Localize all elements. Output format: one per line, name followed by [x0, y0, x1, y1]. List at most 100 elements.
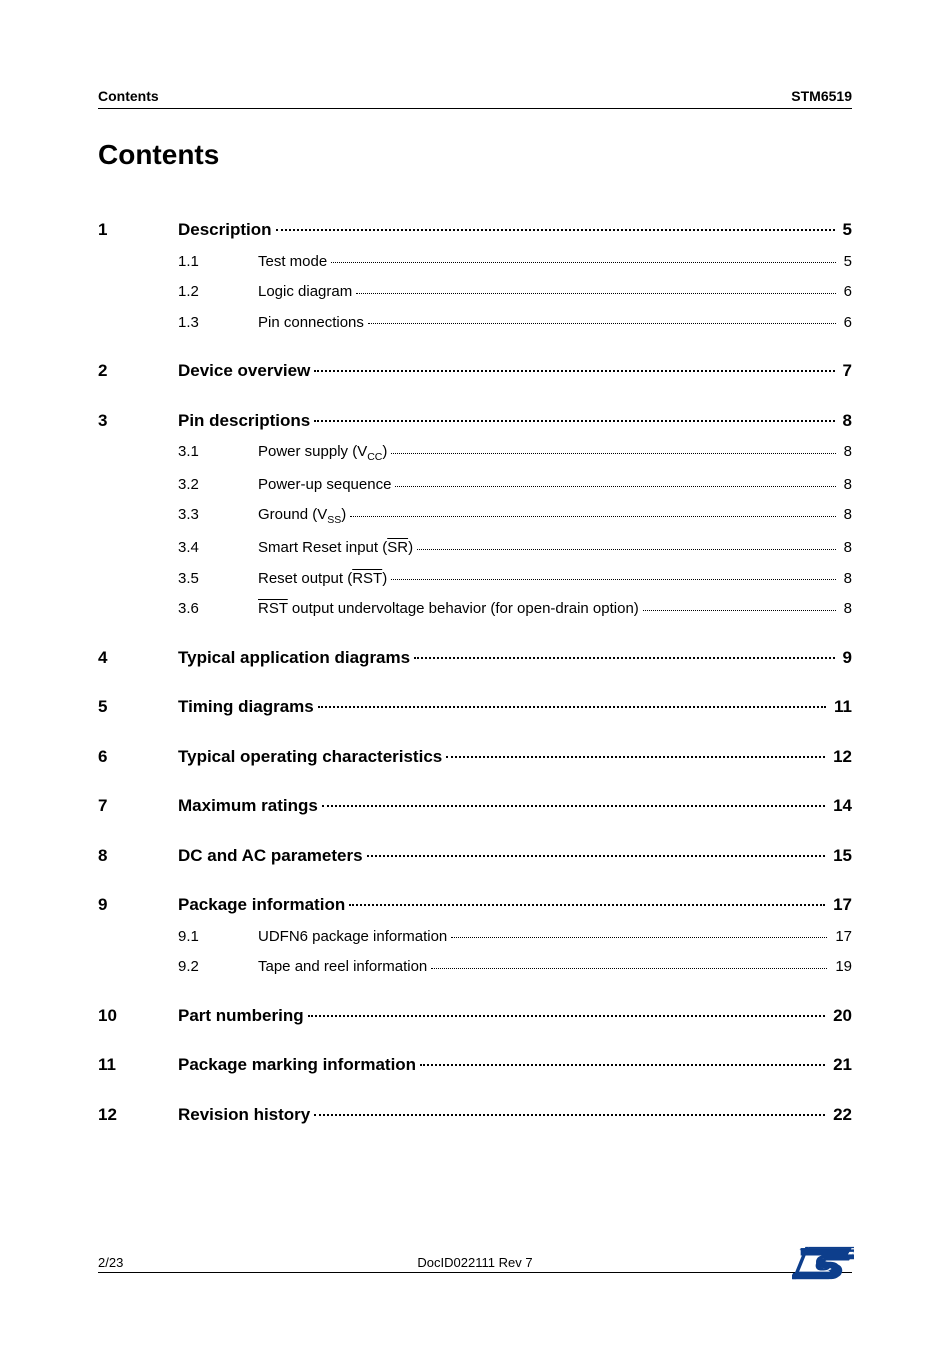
toc-sub-row[interactable]: 3.3Ground (VSS)8 [98, 504, 852, 529]
toc-leader-dots [308, 1003, 825, 1017]
toc-sub-page: 8 [840, 568, 852, 591]
toc-sub-label: Power-up sequence [258, 474, 391, 497]
toc-chapter-row[interactable]: 8DC and AC parameters15 [98, 843, 852, 869]
toc-section: 10Part numbering20 [98, 1003, 852, 1029]
toc-sub-label: Logic diagram [258, 281, 352, 304]
toc-section: 2Device overview7 [98, 358, 852, 384]
toc-leader-dots [367, 843, 826, 857]
footer-page-indicator: 2/23 [98, 1255, 198, 1270]
toc-chapter-label: Maximum ratings [178, 793, 318, 819]
toc-leader-dots [446, 744, 825, 758]
toc-chapter-page: 22 [829, 1102, 852, 1128]
toc-chapter-row[interactable]: 10Part numbering20 [98, 1003, 852, 1029]
toc-sub-row[interactable]: 3.6RST output undervoltage behavior (for… [98, 598, 852, 621]
toc-chapter-page: 15 [829, 843, 852, 869]
toc-leader-dots [314, 1102, 825, 1116]
toc-chapter-row[interactable]: 7Maximum ratings14 [98, 793, 852, 819]
toc-chapter-label: Pin descriptions [178, 408, 310, 434]
toc-chapter-page: 14 [829, 793, 852, 819]
toc-chapter-label: Part numbering [178, 1003, 304, 1029]
toc-chapter-number: 1 [98, 217, 178, 243]
toc-chapter-row[interactable]: 5Timing diagrams11 [98, 694, 852, 720]
toc-sub-row[interactable]: 1.3Pin connections6 [98, 312, 852, 335]
toc-sub-label: Reset output (RST) [258, 568, 387, 591]
header-right: STM6519 [791, 88, 852, 104]
toc-chapter-row[interactable]: 11Package marking information21 [98, 1052, 852, 1078]
toc-chapter-number: 11 [98, 1052, 178, 1078]
st-logo: S S [792, 1243, 854, 1283]
toc-sub-number: 1.2 [178, 281, 258, 304]
toc-leader-dots [322, 793, 825, 807]
toc-leader-dots [451, 926, 827, 939]
toc-chapter-label: Timing diagrams [178, 694, 314, 720]
toc-chapter-number: 10 [98, 1003, 178, 1029]
toc-sub-row[interactable]: 3.1Power supply (VCC)8 [98, 441, 852, 466]
toc-chapter-label: Device overview [178, 358, 310, 384]
toc-chapter-row[interactable]: 3Pin descriptions 8 [98, 408, 852, 434]
toc-chapter-number: 6 [98, 744, 178, 770]
toc-leader-dots [349, 892, 825, 906]
toc-section: 6Typical operating characteristics12 [98, 744, 852, 770]
toc-leader-dots [431, 956, 827, 969]
toc-leader-dots [350, 504, 835, 517]
toc-section: 11Package marking information21 [98, 1052, 852, 1078]
toc-leader-dots [643, 598, 836, 611]
toc-sub-row[interactable]: 3.4Smart Reset input (SR)8 [98, 537, 852, 560]
toc-section: 3Pin descriptions83.1Power supply (VCC)8… [98, 408, 852, 621]
toc-leader-dots [314, 358, 834, 372]
toc-chapter-page: 17 [829, 892, 852, 918]
toc-sub-label: Power supply (VCC) [258, 441, 387, 466]
toc-sub-number: 1.1 [178, 251, 258, 274]
toc-chapter-row[interactable]: 6Typical operating characteristics12 [98, 744, 852, 770]
toc-sub-number: 3.3 [178, 504, 258, 527]
toc-section: 7Maximum ratings14 [98, 793, 852, 819]
toc-section: 5Timing diagrams11 [98, 694, 852, 720]
toc-chapter-label: DC and AC parameters [178, 843, 363, 869]
toc-sub-number: 3.2 [178, 474, 258, 497]
toc-chapter-label: Typical operating characteristics [178, 744, 442, 770]
toc-chapter-number: 5 [98, 694, 178, 720]
toc-sub-row[interactable]: 1.1Test mode 5 [98, 251, 852, 274]
page-title: Contents [98, 139, 852, 171]
toc-section: 4Typical application diagrams9 [98, 645, 852, 671]
toc-sub-label: Test mode [258, 251, 327, 274]
toc-sub-label: RST output undervoltage behavior (for op… [258, 598, 639, 621]
toc-chapter-number: 3 [98, 408, 178, 434]
header-left: Contents [98, 88, 159, 104]
toc-section: 1Description 5 1.1Test mode 5 1.2Logic diagr… [98, 217, 852, 334]
toc-chapter-row[interactable]: 9Package information17 [98, 892, 852, 918]
toc-chapter-label: Package information [178, 892, 345, 918]
toc-leader-dots [368, 312, 836, 325]
toc-sub-label: Pin connections [258, 312, 364, 335]
toc-sub-page: 8 [840, 441, 852, 464]
toc-sub-row[interactable]: 9.2Tape and reel information19 [98, 956, 852, 979]
toc-chapter-row[interactable]: 2Device overview7 [98, 358, 852, 384]
toc-sub-page: 5 [840, 251, 852, 274]
toc-sub-row[interactable]: 9.1UDFN6 package information17 [98, 926, 852, 949]
toc-chapter-label: Description [178, 217, 272, 243]
toc-chapter-number: 4 [98, 645, 178, 671]
toc-sub-number: 3.4 [178, 537, 258, 560]
toc-sub-number: 3.6 [178, 598, 258, 621]
toc-sub-row[interactable]: 3.2Power-up sequence8 [98, 474, 852, 497]
toc-leader-dots [414, 645, 834, 659]
toc-sub-number: 1.3 [178, 312, 258, 335]
toc-leader-dots [314, 408, 834, 422]
footer-doc-id: DocID022111 Rev 7 [198, 1255, 752, 1270]
toc-chapter-row[interactable]: 1Description 5 [98, 217, 852, 243]
toc-leader-dots [420, 1052, 825, 1066]
toc-sub-number: 9.1 [178, 926, 258, 949]
toc-sub-page: 6 [840, 281, 852, 304]
toc-sub-row[interactable]: 1.2Logic diagram 6 [98, 281, 852, 304]
toc-chapter-label: Typical application diagrams [178, 645, 410, 671]
toc-section: 9Package information179.1UDFN6 package i… [98, 892, 852, 979]
toc-sub-number: 9.2 [178, 956, 258, 979]
toc-chapter-row[interactable]: 4Typical application diagrams9 [98, 645, 852, 671]
toc-chapter-page: 8 [839, 408, 852, 434]
toc-chapter-row[interactable]: 12Revision history22 [98, 1102, 852, 1128]
toc-sub-row[interactable]: 3.5Reset output (RST) 8 [98, 568, 852, 591]
toc-sub-number: 3.5 [178, 568, 258, 591]
toc-chapter-page: 5 [839, 217, 852, 243]
toc-chapter-label: Revision history [178, 1102, 310, 1128]
toc-sub-label: Tape and reel information [258, 956, 427, 979]
